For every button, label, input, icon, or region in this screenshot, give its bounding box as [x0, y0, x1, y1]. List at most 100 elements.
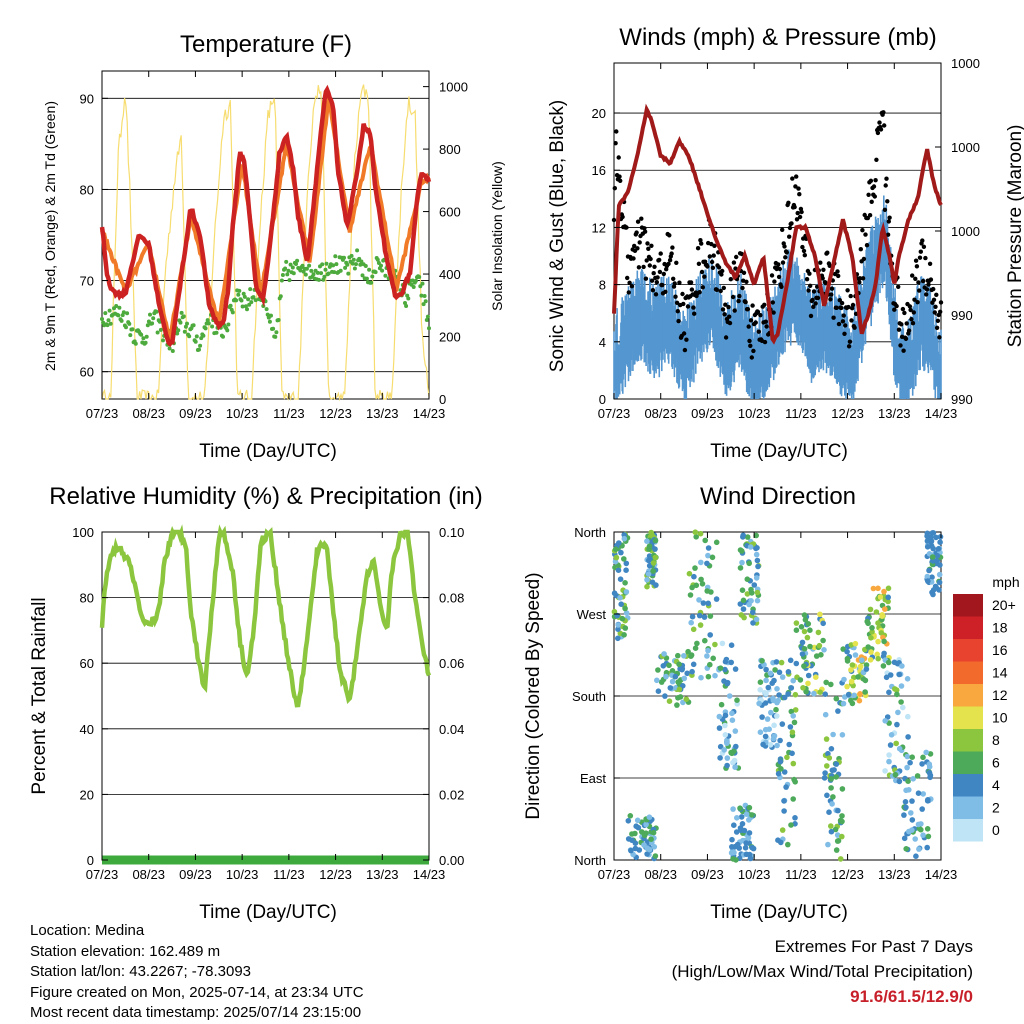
direction-point — [690, 626, 697, 633]
dewpoint-point — [324, 261, 329, 266]
winds-title: Winds (mph) & Pressure (mb) — [619, 24, 936, 51]
dewpoint-point — [304, 266, 309, 271]
dewpoint-point — [373, 270, 378, 275]
direction-point — [811, 690, 817, 697]
gust-point — [903, 336, 909, 341]
direction-point — [885, 585, 892, 592]
direction-point — [644, 577, 650, 583]
direction-point — [739, 559, 745, 566]
direction-point — [707, 632, 713, 638]
pressure-ytick-right-label: 990 — [951, 392, 973, 407]
direction-title: Wind Direction — [700, 483, 856, 510]
direction-point — [913, 853, 919, 859]
direction-point — [753, 616, 760, 623]
direction-point — [684, 670, 690, 677]
gust-point — [626, 290, 631, 295]
direction-point — [739, 821, 746, 827]
direction-point — [934, 552, 941, 559]
precip-ytick-right-label: 0.02 — [439, 787, 464, 802]
dewpoint-point — [294, 262, 298, 266]
direction-point — [879, 613, 885, 619]
gust-point — [875, 130, 881, 136]
extremes-heading: Extremes For Past 7 Days — [774, 937, 973, 956]
dewpoint-point — [251, 295, 256, 300]
direction-xtick-label: 10/23 — [738, 867, 771, 882]
direction-point — [759, 658, 765, 664]
dewpoint-point — [352, 266, 357, 271]
gust-point — [928, 277, 934, 282]
humidity-ytick-label: 0 — [87, 853, 94, 868]
direction-point — [756, 700, 762, 707]
direction-point — [790, 796, 796, 802]
gust-point — [892, 307, 897, 312]
colorbar-swatch — [953, 706, 983, 729]
gust-point — [667, 258, 673, 263]
direction-point — [617, 595, 623, 601]
gust-point — [755, 309, 761, 315]
colorbar-label: 14 — [992, 665, 1008, 681]
gust-point — [642, 226, 647, 231]
humidity-xtick-label: 08/23 — [132, 867, 165, 882]
direction-point — [704, 560, 710, 567]
direction-xtick-label: 11/23 — [785, 867, 817, 882]
direction-point — [909, 817, 916, 823]
dewpoint-point — [323, 267, 328, 272]
gust-point — [926, 282, 931, 287]
direction-point — [920, 791, 926, 797]
colorbar-label: 12 — [992, 687, 1008, 703]
direction-point — [652, 537, 659, 544]
direction-point — [778, 659, 785, 666]
gust-point — [776, 262, 781, 267]
direction-point — [744, 591, 751, 597]
direction-point — [787, 724, 794, 730]
direction-point — [663, 655, 670, 661]
gust-point — [743, 299, 748, 305]
gust-point — [934, 292, 939, 297]
gust-point — [898, 343, 903, 348]
gust-point — [635, 246, 640, 251]
gust-point — [815, 295, 821, 301]
gust-point — [885, 232, 891, 237]
direction-point — [926, 761, 933, 767]
dewpoint-point — [288, 262, 293, 267]
direction-point — [868, 649, 874, 655]
gust-point — [631, 256, 636, 261]
direction-point — [851, 692, 857, 699]
gust-point — [885, 199, 890, 204]
direction-point — [691, 573, 697, 580]
temperature-frame — [101, 70, 430, 400]
gust-point — [697, 290, 702, 295]
direction-point — [730, 759, 736, 766]
direction-point — [887, 672, 894, 678]
gust-point — [646, 246, 651, 251]
direction-point — [729, 836, 735, 843]
direction-point — [710, 655, 716, 662]
direction-point — [775, 770, 782, 777]
gust-point — [869, 199, 874, 204]
direction-point — [754, 597, 761, 604]
wind-xtick-label: 08/23 — [644, 406, 677, 421]
wind-ytick-label: 20 — [592, 106, 606, 121]
gust-point — [907, 304, 913, 309]
temperature-xtick-label: 10/23 — [226, 406, 259, 421]
direction-point — [724, 762, 730, 769]
gust-point — [632, 243, 637, 249]
direction-point — [788, 708, 795, 715]
direction-point — [688, 653, 694, 659]
station-latlon: Station lat/lon: 43.2267; -78.3093 — [30, 963, 252, 980]
direction-point — [926, 567, 932, 574]
dewpoint-point — [370, 274, 375, 279]
gust-point — [751, 348, 756, 354]
dewpoint-point — [420, 281, 425, 286]
direction-point — [713, 596, 720, 602]
direction-point — [881, 638, 887, 645]
direction-point — [792, 707, 799, 713]
dewpoint-point — [239, 298, 244, 303]
direction-point — [741, 827, 748, 834]
dewpoint-point — [108, 321, 113, 326]
station-location: Location: Medina — [30, 922, 145, 939]
direction-point — [651, 844, 658, 850]
direction-point — [874, 651, 880, 658]
gust-point — [782, 244, 787, 249]
direction-point — [757, 687, 763, 693]
